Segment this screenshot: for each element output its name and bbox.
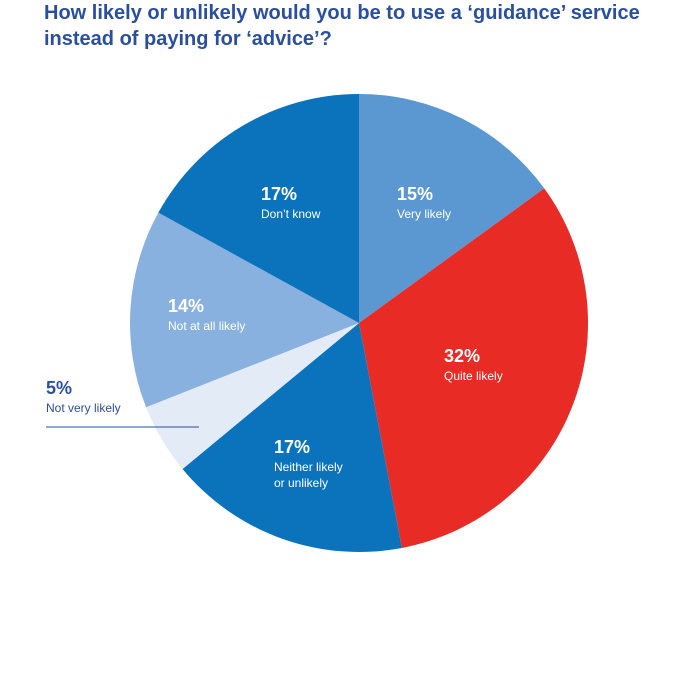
pie-slice-2 bbox=[182, 323, 402, 552]
pie-slice-5 bbox=[158, 94, 359, 323]
slice-category-label-2-0: Neither likely bbox=[274, 460, 343, 474]
slice-category-label-4-0: Not at all likely bbox=[168, 319, 245, 333]
slice-pct-label-1: 32% bbox=[444, 346, 480, 366]
slice-pct-label-5: 17% bbox=[261, 184, 297, 204]
slice-pct-label-2: 17% bbox=[274, 437, 310, 457]
chart-title-line-2: instead of paying for ‘advice’? bbox=[44, 28, 332, 50]
slice-category-label-2-1: or unlikely bbox=[274, 476, 328, 490]
pie-slice-4 bbox=[130, 212, 359, 408]
slice-pct-label-0: 15% bbox=[397, 184, 433, 204]
chart-title-line-1: How likely or unlikely would you be to u… bbox=[44, 2, 640, 24]
slice-pct-label-4: 14% bbox=[168, 296, 204, 316]
pie-slice-1 bbox=[359, 188, 588, 548]
slice-pct-label-3: 5% bbox=[46, 378, 72, 398]
chart-title: How likely or unlikely would you be to u… bbox=[44, 0, 644, 52]
pie-slice-0 bbox=[359, 94, 545, 323]
slice-category-label-0-0: Very likely bbox=[397, 207, 451, 221]
slice-category-label-1-0: Quite likely bbox=[444, 369, 503, 383]
pie-slice-3 bbox=[146, 323, 359, 469]
slice-category-label-5-0: Don’t know bbox=[261, 207, 321, 221]
slice-category-label-3-0: Not very likely bbox=[46, 401, 121, 415]
